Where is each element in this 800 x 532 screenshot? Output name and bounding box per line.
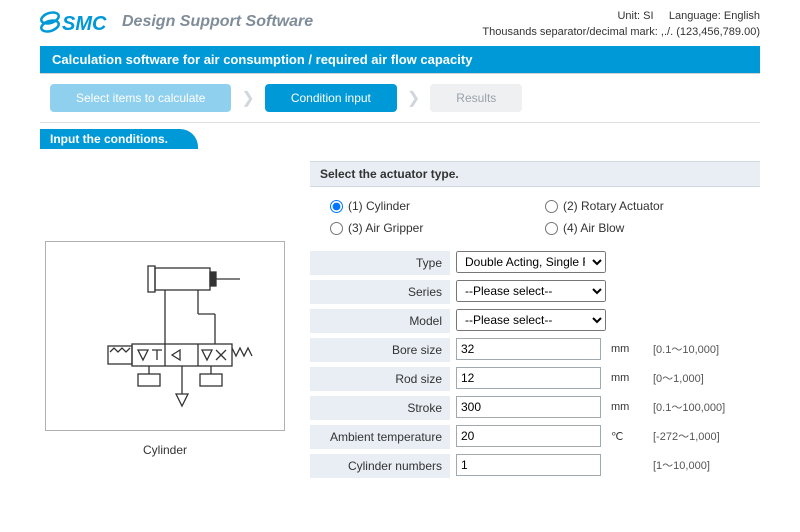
step-nav: Select items to calculate ❯ Condition in… <box>40 74 760 123</box>
lang-label: Language: <box>669 10 721 22</box>
range-bore: [0.1～10,000] <box>653 341 719 357</box>
section-label: Input the conditions. <box>40 129 198 149</box>
unit-bore: mm <box>611 343 643 355</box>
actuator-heading: Select the actuator type. <box>310 161 760 187</box>
label-ambient: Ambient temperature <box>310 424 450 449</box>
range-stroke: [0.1～100,000] <box>653 399 725 415</box>
header: SMC Design Support Software Unit: SI Lan… <box>40 10 760 46</box>
radio-rotary-label: (2) Rotary Actuator <box>563 199 664 213</box>
label-bore: Bore size <box>310 337 450 362</box>
radio-rotary[interactable]: (2) Rotary Actuator <box>545 199 740 213</box>
input-rod[interactable] <box>456 367 601 389</box>
radio-airblow[interactable]: (4) Air Blow <box>545 221 740 235</box>
label-series: Series <box>310 279 450 304</box>
unit-ambient: ℃ <box>611 430 643 443</box>
step-select-items[interactable]: Select items to calculate <box>50 84 231 112</box>
header-meta: Unit: SI Language: English Thousands sep… <box>482 10 760 38</box>
label-cylnum: Cylinder numbers <box>310 453 450 478</box>
radio-gripper-label: (3) Air Gripper <box>348 221 423 235</box>
format-label: Thousands separator/decimal mark: ,./. (… <box>482 26 760 38</box>
unit-value[interactable]: SI <box>643 10 653 22</box>
svg-text:SMC: SMC <box>62 13 107 34</box>
select-type[interactable]: Double Acting, Single Rod <box>456 251 606 273</box>
radio-cylinder-label: (1) Cylinder <box>348 199 410 213</box>
step-results[interactable]: Results <box>430 84 522 112</box>
radio-cylinder-input[interactable] <box>330 200 343 213</box>
smc-logo-icon: SMC <box>40 10 114 34</box>
input-cylnum[interactable] <box>456 454 601 476</box>
cylinder-diagram <box>45 241 285 431</box>
select-model[interactable]: --Please select-- <box>456 309 606 331</box>
actuator-options: (1) Cylinder (2) Rotary Actuator (3) Air… <box>310 187 760 249</box>
diagram-caption: Cylinder <box>40 443 290 457</box>
range-rod: [0～1,000] <box>653 370 704 386</box>
range-ambient: [-272～1,000] <box>653 428 720 444</box>
input-bore[interactable] <box>456 338 601 360</box>
unit-rod: mm <box>611 372 643 384</box>
unit-stroke: mm <box>611 401 643 413</box>
label-model: Model <box>310 308 450 333</box>
radio-rotary-input[interactable] <box>545 200 558 213</box>
chevron-right-icon: ❯ <box>405 88 422 108</box>
logo-area: SMC Design Support Software <box>40 10 313 34</box>
radio-gripper[interactable]: (3) Air Gripper <box>330 221 525 235</box>
input-stroke[interactable] <box>456 396 601 418</box>
unit-label: Unit: <box>617 10 640 22</box>
label-stroke: Stroke <box>310 395 450 420</box>
chevron-right-icon: ❯ <box>239 88 256 108</box>
radio-airblow-input[interactable] <box>545 222 558 235</box>
radio-airblow-label: (4) Air Blow <box>563 221 624 235</box>
select-series[interactable]: --Please select-- <box>456 280 606 302</box>
label-rod: Rod size <box>310 366 450 391</box>
label-type: Type <box>310 250 450 275</box>
lang-value[interactable]: English <box>724 10 760 22</box>
app-title: Design Support Software <box>122 13 313 31</box>
radio-gripper-input[interactable] <box>330 222 343 235</box>
input-ambient[interactable] <box>456 425 601 447</box>
radio-cylinder[interactable]: (1) Cylinder <box>330 199 525 213</box>
step-condition-input[interactable]: Condition input <box>265 84 397 112</box>
title-bar: Calculation software for air consumption… <box>40 46 760 74</box>
diagram-panel: Cylinder <box>40 161 290 481</box>
range-cylnum: [1～10,000] <box>653 457 710 473</box>
